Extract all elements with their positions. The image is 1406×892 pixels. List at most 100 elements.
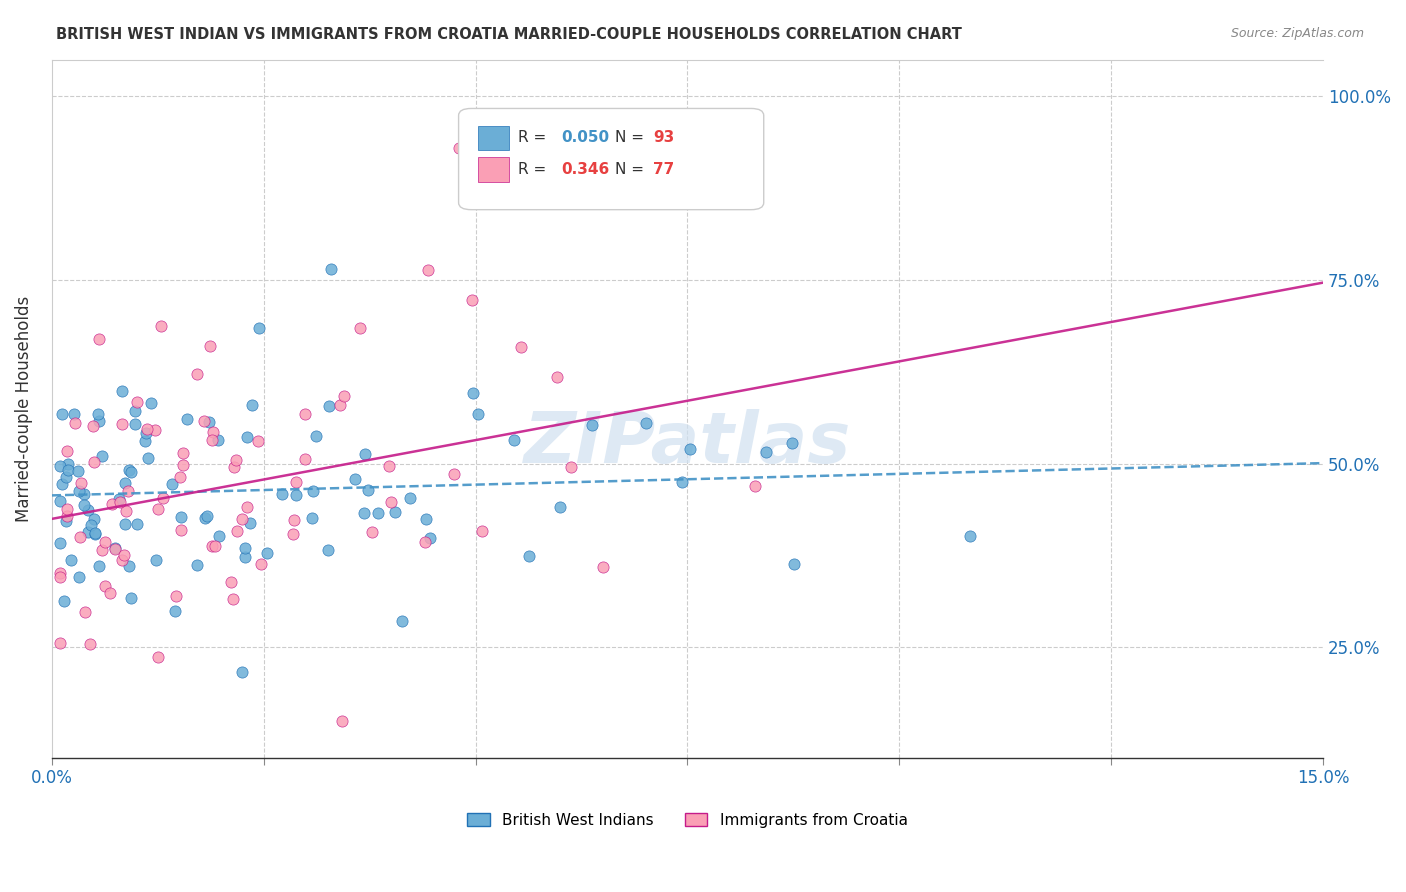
Point <box>329 398 352 412</box>
Point <box>76 525 98 540</box>
Text: N =: N = <box>614 130 648 145</box>
Point <box>222 459 245 474</box>
Point <box>83 526 105 541</box>
Point <box>467 407 489 421</box>
Point <box>72 487 94 501</box>
Point <box>170 510 193 524</box>
Point <box>195 508 218 523</box>
Point <box>285 488 308 502</box>
Point <box>94 579 117 593</box>
Point <box>62 407 84 421</box>
Point <box>73 499 96 513</box>
Bar <box>478 126 509 151</box>
Point <box>169 523 191 537</box>
Point <box>301 511 323 525</box>
Point <box>380 495 402 509</box>
Point <box>55 514 77 528</box>
Point <box>117 463 139 477</box>
Point <box>419 531 441 545</box>
Point <box>49 569 72 583</box>
Point <box>67 570 90 584</box>
FancyBboxPatch shape <box>458 109 763 210</box>
Point <box>160 476 183 491</box>
Point <box>84 526 107 541</box>
Point <box>176 412 198 426</box>
Point <box>581 418 603 433</box>
Point <box>247 321 270 335</box>
Point <box>361 525 384 540</box>
Point <box>56 501 79 516</box>
Text: 0.346: 0.346 <box>561 161 610 177</box>
Point <box>56 457 79 471</box>
Point <box>367 506 389 520</box>
Point <box>208 529 231 543</box>
Point <box>120 465 142 479</box>
Point <box>73 605 96 619</box>
Point <box>63 417 86 431</box>
Point <box>124 417 146 432</box>
Point <box>56 443 79 458</box>
Point <box>318 543 340 558</box>
Point <box>333 389 356 403</box>
Point <box>231 665 253 680</box>
Y-axis label: Married-couple Households: Married-couple Households <box>15 295 32 522</box>
Point <box>461 386 484 401</box>
Point <box>755 445 778 459</box>
Point <box>239 516 262 530</box>
Point <box>510 340 533 354</box>
Point <box>104 541 127 555</box>
Point <box>150 319 173 334</box>
Point <box>240 399 263 413</box>
Text: 77: 77 <box>654 161 675 177</box>
Point <box>80 517 103 532</box>
Point <box>53 594 76 608</box>
Point <box>76 502 98 516</box>
Point <box>398 491 420 505</box>
Point <box>207 434 229 448</box>
Point <box>114 516 136 531</box>
Point <box>592 559 614 574</box>
Point <box>357 483 380 497</box>
Point <box>186 558 208 572</box>
Point <box>415 512 437 526</box>
Point <box>146 650 169 665</box>
Point <box>118 558 141 573</box>
Text: BRITISH WEST INDIAN VS IMMIGRANTS FROM CROATIA MARRIED-COUPLE HOUSEHOLDS CORRELA: BRITISH WEST INDIAN VS IMMIGRANTS FROM C… <box>56 27 962 42</box>
Point <box>136 422 159 436</box>
Point <box>114 475 136 490</box>
Point <box>225 524 247 538</box>
Point <box>49 459 72 474</box>
Point <box>51 407 73 421</box>
Point <box>163 604 186 618</box>
Legend: British West Indians, Immigrants from Croatia: British West Indians, Immigrants from Cr… <box>461 806 914 834</box>
Point <box>283 513 305 527</box>
Point <box>104 541 127 556</box>
Point <box>353 506 375 520</box>
Point <box>49 535 72 549</box>
Point <box>233 541 256 555</box>
Point <box>671 475 693 490</box>
Point <box>117 483 139 498</box>
Point <box>134 434 156 449</box>
Point <box>120 591 142 606</box>
Point <box>70 476 93 491</box>
Point <box>384 505 406 519</box>
Point <box>66 465 89 479</box>
Point <box>225 452 247 467</box>
Point <box>87 558 110 573</box>
Point <box>111 417 134 431</box>
Point <box>148 501 170 516</box>
Point <box>172 458 194 472</box>
Point <box>194 511 217 525</box>
Point <box>145 553 167 567</box>
Point <box>193 414 215 428</box>
Point <box>201 539 224 553</box>
Point <box>744 479 766 493</box>
Point <box>124 404 146 418</box>
Point <box>546 370 568 384</box>
Text: R =: R = <box>519 130 551 145</box>
Point <box>152 491 174 505</box>
Point <box>111 384 134 398</box>
Point <box>108 495 131 509</box>
Point <box>143 423 166 437</box>
